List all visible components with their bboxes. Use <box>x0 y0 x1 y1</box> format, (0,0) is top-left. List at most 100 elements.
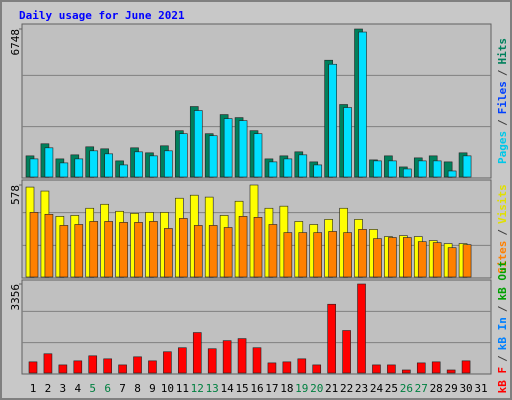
x-tick-label: 14 <box>221 382 235 395</box>
legend-entry: kB In <box>496 317 509 350</box>
bar <box>297 358 307 374</box>
bar <box>222 340 232 374</box>
bar <box>104 153 113 178</box>
bar <box>298 154 308 178</box>
y-tick-label: 6748 <box>9 29 22 56</box>
x-tick-label: 19 <box>295 382 308 395</box>
bar <box>342 330 351 374</box>
bar <box>149 155 158 178</box>
bar <box>74 224 84 278</box>
bar <box>89 150 99 178</box>
legend-entry: / <box>496 229 509 236</box>
bar <box>462 244 472 278</box>
bar <box>462 155 472 178</box>
bar <box>193 110 203 178</box>
bar <box>403 237 412 278</box>
bar <box>388 160 397 178</box>
x-tick-label: 8 <box>134 382 141 395</box>
bar <box>358 229 367 278</box>
x-tick-label: 10 <box>161 382 174 395</box>
bar <box>373 238 382 278</box>
x-tick-label: 5 <box>89 382 96 395</box>
legend-entry: Pages <box>496 131 509 164</box>
x-tick-label: 2 <box>45 382 52 395</box>
x-tick-label: 25 <box>385 382 398 395</box>
bar <box>253 133 263 178</box>
legend-entry: Hits <box>496 38 509 65</box>
bar <box>29 158 39 178</box>
bar <box>119 222 128 278</box>
legend-entry: / <box>496 69 509 76</box>
x-tick-label: 13 <box>206 382 219 395</box>
x-tick-label: 1 <box>30 382 37 395</box>
bar <box>164 150 173 178</box>
bar <box>268 224 278 278</box>
bar <box>357 283 366 374</box>
bar <box>104 221 113 278</box>
bar <box>283 158 293 178</box>
x-tick-label: 20 <box>310 382 323 395</box>
bar <box>461 360 471 374</box>
x-tick-label: 26 <box>400 382 413 395</box>
x-tick-label: 15 <box>235 382 248 395</box>
chart-title: Daily usage for June 2021 <box>19 9 185 22</box>
x-tick-label: 18 <box>280 382 293 395</box>
legend: kB F / kB In / kB Out <box>496 261 509 394</box>
bar <box>327 303 336 374</box>
bar <box>223 227 233 278</box>
bar <box>312 364 322 374</box>
bar <box>432 242 442 278</box>
bar <box>207 348 217 374</box>
bar <box>238 216 248 278</box>
bar <box>44 147 54 178</box>
legend-entry: / <box>496 355 509 362</box>
bar <box>447 170 457 178</box>
bar <box>432 160 442 178</box>
bar <box>372 364 381 374</box>
bar <box>134 151 143 178</box>
bar <box>178 347 187 374</box>
x-tick-label: 22 <box>340 382 353 395</box>
legend-entry: / <box>496 305 509 312</box>
legend: Pages / Files / Hits <box>496 38 509 164</box>
bar <box>268 161 278 178</box>
x-tick-label: 7 <box>119 382 126 395</box>
bar <box>253 217 263 278</box>
bar <box>358 31 367 178</box>
legend: Sites / Visits <box>496 184 509 274</box>
x-tick-label: 24 <box>370 382 384 395</box>
bar <box>103 358 112 374</box>
bar <box>118 364 127 374</box>
x-tick-label: 31 <box>474 382 487 395</box>
bar <box>149 221 158 278</box>
bar <box>29 212 39 278</box>
bar <box>387 364 396 374</box>
bar <box>148 360 157 374</box>
x-tick-label: 3 <box>60 382 67 395</box>
bar <box>44 213 54 278</box>
bar <box>388 237 397 278</box>
x-tick-label: 21 <box>325 382 338 395</box>
bar <box>74 158 84 178</box>
legend-entry: / <box>496 119 509 126</box>
bar <box>403 168 412 178</box>
x-tick-label: 17 <box>265 382 278 395</box>
bar <box>446 369 456 374</box>
bar <box>416 362 426 374</box>
legend-entry: kB F <box>496 367 509 394</box>
bar <box>267 362 277 374</box>
x-tick-label: 27 <box>415 382 428 395</box>
bar <box>28 361 38 374</box>
x-tick-label: 6 <box>104 382 111 395</box>
bar <box>192 332 202 374</box>
bar <box>373 160 382 178</box>
bar <box>133 356 142 374</box>
x-tick-label: 4 <box>74 382 81 395</box>
bar <box>238 120 248 178</box>
legend-entry: Files <box>496 81 509 114</box>
y-tick-label: 3356 <box>9 284 22 311</box>
bar <box>283 232 293 278</box>
bar <box>164 228 173 278</box>
